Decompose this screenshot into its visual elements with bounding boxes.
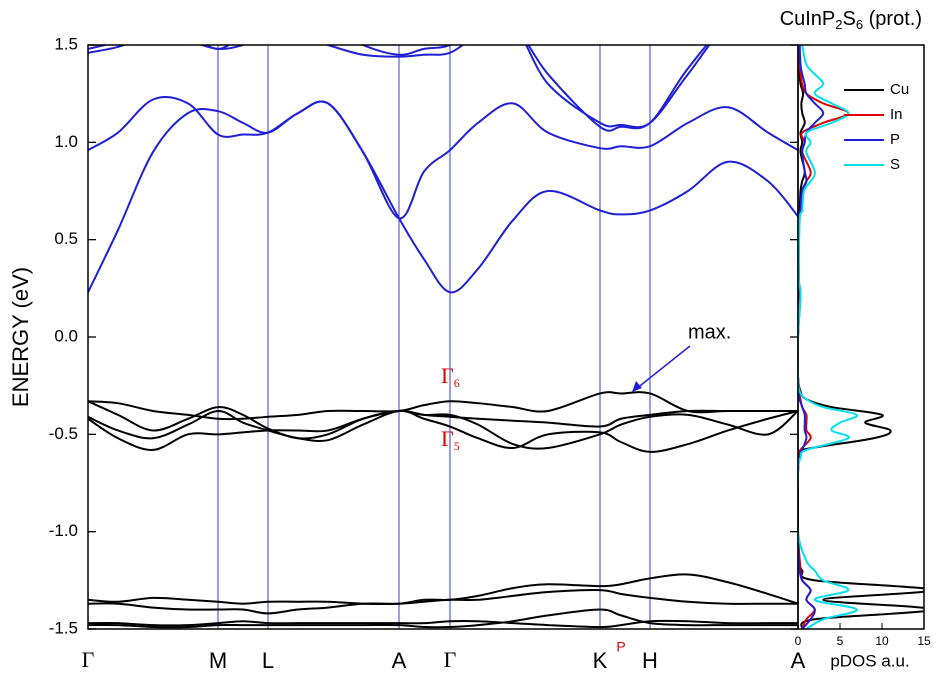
- plot-frame: [797, 44, 925, 630]
- band-line: [88, 391, 798, 421]
- y-tick-label: -1.5: [49, 618, 78, 637]
- x-tick-label: 10: [875, 634, 889, 648]
- title-sub: 6: [856, 17, 863, 32]
- y-tick-label: 0.5: [54, 229, 78, 248]
- annotation-text: Γ: [441, 363, 454, 388]
- x-tick-label: A: [392, 648, 407, 673]
- band-line: [88, 96, 798, 220]
- x-tick-label: Γ: [82, 647, 95, 672]
- annotation-text: Γ: [441, 426, 454, 451]
- annotation-sub: 6: [454, 376, 460, 390]
- x-tick-label: L: [262, 648, 274, 673]
- x-axis-label: pDOS a.u.: [830, 651, 909, 670]
- annotation: Γ6: [441, 363, 460, 390]
- annotation-arrow: [635, 345, 691, 390]
- band-line: [88, 45, 711, 129]
- title-part: (prot.): [863, 8, 922, 30]
- band-line: [88, 45, 708, 132]
- bands: [88, 45, 798, 629]
- chart-title: CuInP2S6 (prot.): [780, 8, 922, 32]
- dos-line: [798, 45, 924, 629]
- band-line: [88, 100, 798, 294]
- dos-line: [798, 45, 859, 629]
- y-tick-label: 0.0: [54, 326, 78, 345]
- y-tick-label: -1.0: [49, 521, 78, 540]
- x-tick-label: A: [791, 648, 806, 673]
- title-part: CuInP: [780, 8, 836, 30]
- arrow-head: [632, 381, 642, 392]
- title-sub: 2: [835, 17, 842, 32]
- annotations: Γ6 Γ5: [441, 363, 460, 453]
- band-line: [88, 409, 798, 451]
- y-tick-label: 1.0: [54, 132, 78, 151]
- x-tick-label: Γ: [444, 647, 457, 672]
- x-tick-label: K: [593, 648, 608, 673]
- dos-curves: [798, 45, 924, 629]
- band-line: [88, 573, 798, 606]
- x-tick-label: M: [209, 648, 227, 673]
- annotation-sub: 5: [454, 439, 460, 453]
- legend-label: In: [890, 106, 903, 123]
- y-tick-label: 1.5: [54, 34, 78, 53]
- legend-label: P: [890, 131, 900, 148]
- x-tick-label: 15: [917, 634, 931, 648]
- band-line: [88, 409, 798, 453]
- band-line: [88, 608, 798, 629]
- y-tick-label: -0.5: [49, 424, 78, 443]
- x-tick-label: 0: [795, 634, 802, 648]
- x-tick-label: H: [642, 648, 658, 673]
- annotation: Γ5: [441, 426, 460, 453]
- annotation: max.: [688, 321, 731, 343]
- y-axis-label: ENERGY (eV): [8, 267, 33, 407]
- band-line: [88, 619, 798, 629]
- legend-label: S: [890, 156, 900, 173]
- band-line: [88, 589, 798, 615]
- annotation: P: [616, 639, 625, 655]
- dos-line: [798, 45, 825, 629]
- legend-label: Cu: [890, 81, 909, 98]
- title-part: S: [843, 8, 856, 30]
- x-tick-label: 5: [837, 634, 844, 648]
